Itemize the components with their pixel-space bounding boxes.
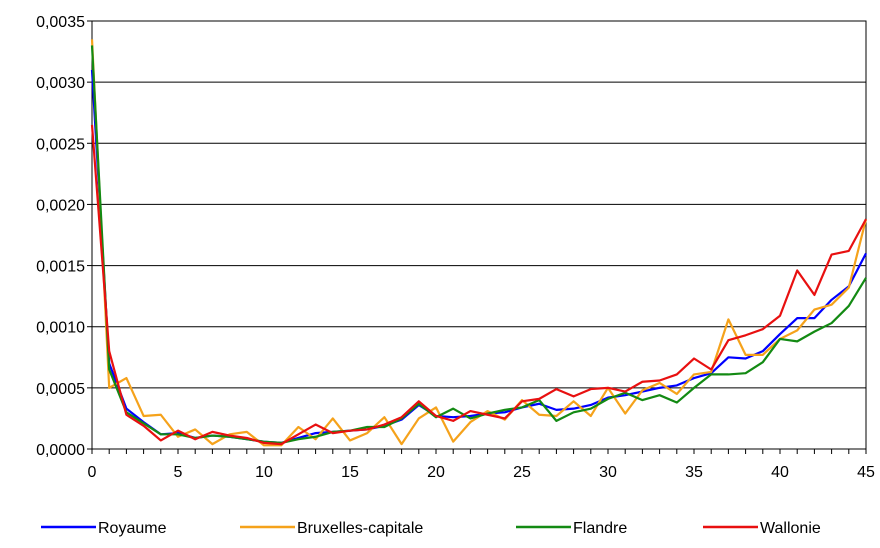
legend-label: Flandre: [573, 520, 627, 537]
y-tick-label: 0,0035: [36, 14, 85, 31]
x-tick-label: 10: [255, 464, 273, 481]
y-tick-label: 0,0015: [36, 259, 85, 276]
x-tick-label: 25: [513, 464, 531, 481]
y-axis-tick-labels: 0,0000 0,0005 0,0010 0,0015 0,0020 0,0025 0,00…: [36, 14, 85, 459]
y-tick-label: 0,0025: [36, 136, 85, 153]
y-tick-label: 0,0020: [36, 197, 85, 214]
x-tick-label: 15: [341, 464, 359, 481]
x-tick-label: 5: [174, 464, 183, 481]
legend-label: Wallonie: [760, 520, 821, 537]
x-tick-label: 35: [685, 464, 703, 481]
y-tick-label: 0,0005: [36, 381, 85, 398]
legend: Royaume Bruxelles-capitale Flandre Wallonie: [41, 520, 821, 537]
series-line-wallonie: [90, 124, 867, 446]
x-tick-label: 0: [88, 464, 97, 481]
legend-label: Royaume: [98, 520, 167, 537]
series-line-bruxelles-capitale: [90, 39, 868, 447]
x-tick-label: 45: [857, 464, 875, 481]
gridlines: [92, 20, 866, 450]
x-tick-label: 40: [771, 464, 789, 481]
axes: [87, 20, 867, 454]
legend-item-wallonie: Wallonie: [703, 520, 821, 537]
x-tick-label: 30: [599, 464, 617, 481]
x-axis-tick-labels: 0 5 10 15 20 25 30 35 40 45: [88, 464, 875, 481]
plot-area: [91, 20, 867, 450]
series-lines: [90, 39, 868, 447]
legend-item-bruxelles-capitale: Bruxelles-capitale: [240, 520, 423, 537]
legend-item-flandre: Flandre: [516, 520, 627, 537]
series-line-flandre: [90, 45, 867, 444]
y-tick-label: 0,0010: [36, 320, 85, 337]
x-tick-label: 20: [427, 464, 445, 481]
legend-item-royaume: Royaume: [41, 520, 167, 537]
y-tick-label: 0,0030: [36, 75, 85, 92]
y-tick-label: 0,0000: [36, 442, 85, 459]
series-line-royaume: [90, 69, 867, 444]
legend-label: Bruxelles-capitale: [297, 520, 423, 537]
